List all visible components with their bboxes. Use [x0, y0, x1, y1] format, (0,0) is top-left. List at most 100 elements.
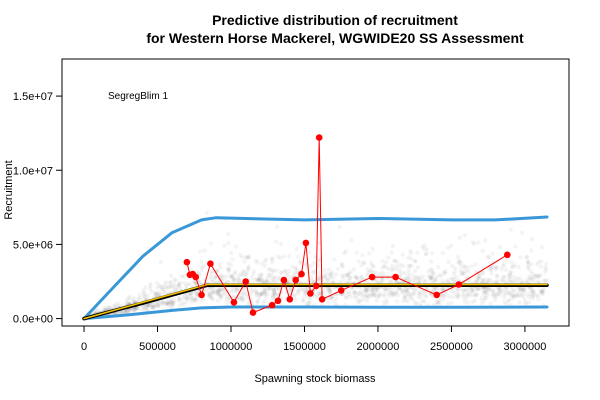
cloud-point	[225, 279, 230, 285]
cloud-point	[402, 270, 408, 276]
cloud-point	[179, 274, 184, 279]
observed-point	[198, 291, 205, 299]
cloud-point	[506, 276, 511, 281]
cloud-point	[103, 305, 108, 310]
cloud-point	[400, 298, 406, 304]
cloud-point	[409, 263, 414, 268]
cloud-point	[476, 286, 481, 291]
cloud-point	[348, 269, 353, 275]
cloud-point	[259, 273, 264, 278]
cloud-point	[267, 274, 272, 279]
x-tick-label: 2500000	[430, 341, 473, 353]
cloud-point	[315, 276, 321, 281]
cloud-point	[364, 294, 369, 299]
cloud-point	[368, 268, 374, 273]
cloud-point	[218, 293, 224, 298]
cloud-point	[364, 288, 370, 293]
cloud-point	[543, 278, 548, 283]
cloud-point	[393, 267, 398, 272]
cloud-point	[462, 271, 467, 277]
cloud-point	[491, 292, 497, 297]
cloud-point	[411, 273, 416, 278]
cloud-point	[169, 284, 175, 289]
cloud-point	[168, 297, 174, 302]
cloud-point	[442, 270, 448, 275]
cloud-point	[465, 265, 470, 270]
cloud-point	[539, 291, 545, 296]
cloud-point	[215, 289, 221, 294]
cloud-point	[194, 293, 200, 298]
cloud-point	[258, 292, 263, 297]
cloud-point	[531, 290, 537, 295]
cloud-point	[254, 290, 259, 296]
cloud-point	[504, 301, 509, 307]
cloud-point	[469, 264, 474, 269]
cloud-point	[219, 273, 224, 279]
cloud-point	[195, 291, 200, 296]
cloud-point	[237, 295, 242, 301]
cloud-point	[327, 285, 332, 291]
cloud-point	[325, 278, 330, 284]
cloud-point	[420, 298, 426, 304]
cloud-point	[357, 290, 362, 296]
cloud-point	[513, 262, 518, 268]
cloud-point	[429, 293, 435, 298]
cloud-point	[474, 278, 480, 284]
cloud-point	[421, 246, 426, 251]
cloud-point	[242, 259, 247, 264]
cloud-point	[241, 270, 246, 275]
cloud-point	[416, 294, 421, 299]
cloud-point	[493, 267, 499, 272]
cloud-point	[293, 265, 298, 271]
cloud-point	[328, 296, 334, 301]
cloud-point	[379, 280, 384, 285]
cloud-point	[294, 246, 299, 251]
cloud-point	[455, 288, 460, 293]
observed-point	[455, 281, 463, 288]
cloud-point	[506, 292, 512, 297]
cloud-point	[263, 279, 268, 285]
cloud-point	[255, 299, 260, 305]
cloud-point	[429, 276, 435, 281]
cloud-point	[382, 273, 387, 278]
cloud-point	[361, 260, 366, 265]
cloud-point	[375, 277, 380, 282]
cloud-point	[519, 230, 525, 235]
observed-point	[307, 290, 314, 297]
cloud-point	[325, 277, 330, 282]
cloud-point	[366, 286, 371, 292]
cloud-point	[207, 293, 212, 299]
cloud-point	[256, 278, 262, 283]
cloud-point	[246, 254, 252, 259]
cloud-point	[449, 276, 454, 282]
cloud-point	[197, 249, 203, 254]
cloud-point	[262, 263, 268, 269]
cloud-point	[169, 298, 174, 304]
cloud-point	[364, 286, 369, 291]
cloud-point	[148, 281, 153, 287]
cloud-point	[434, 286, 440, 291]
cloud-point	[502, 287, 507, 292]
cloud-point	[442, 286, 447, 291]
cloud-point	[326, 300, 331, 305]
cloud-point	[515, 293, 520, 299]
cloud-point	[370, 288, 375, 293]
cloud-point	[417, 290, 422, 296]
cloud-point	[107, 305, 112, 310]
cloud-point	[544, 278, 550, 283]
cloud-point	[226, 261, 231, 266]
cloud-point	[180, 301, 185, 306]
cloud-point	[154, 291, 160, 296]
cloud-point	[441, 293, 447, 299]
cloud-point	[389, 290, 394, 295]
cloud-point	[284, 273, 289, 278]
cloud-point	[481, 277, 486, 282]
cloud-point	[292, 272, 297, 277]
cloud-point	[231, 279, 236, 284]
cloud-point	[481, 278, 486, 283]
cloud-point	[317, 290, 322, 296]
cloud-point	[266, 287, 271, 292]
cloud-point	[222, 292, 227, 297]
cloud-point	[481, 292, 487, 297]
